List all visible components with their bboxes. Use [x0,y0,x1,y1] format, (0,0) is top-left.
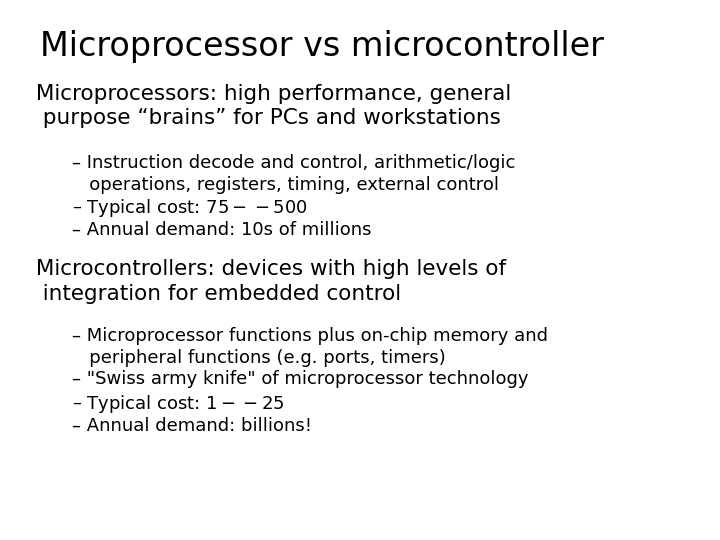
Text: – Instruction decode and control, arithmetic/logic
   operations, registers, tim: – Instruction decode and control, arithm… [72,154,516,194]
Text: – Typical cost: $1-- $25: – Typical cost: $1-- $25 [72,393,284,415]
Text: – Annual demand: 10s of millions: – Annual demand: 10s of millions [72,221,372,239]
Text: – Microprocessor functions plus on-chip memory and
   peripheral functions (e.g.: – Microprocessor functions plus on-chip … [72,327,548,367]
Text: – Typical cost: $75 -- $500: – Typical cost: $75 -- $500 [72,197,307,219]
Text: Microcontrollers: devices with high levels of
  integration for embedded control: Microcontrollers: devices with high leve… [29,259,506,304]
Text: – "Swiss army knife" of microprocessor technology: – "Swiss army knife" of microprocessor t… [72,370,528,388]
Text: Microprocessors: high performance, general
  purpose “brains” for PCs and workst: Microprocessors: high performance, gener… [29,84,511,129]
Text: Microprocessor vs microcontroller: Microprocessor vs microcontroller [40,30,603,63]
Text: – Annual demand: billions!: – Annual demand: billions! [72,417,312,435]
